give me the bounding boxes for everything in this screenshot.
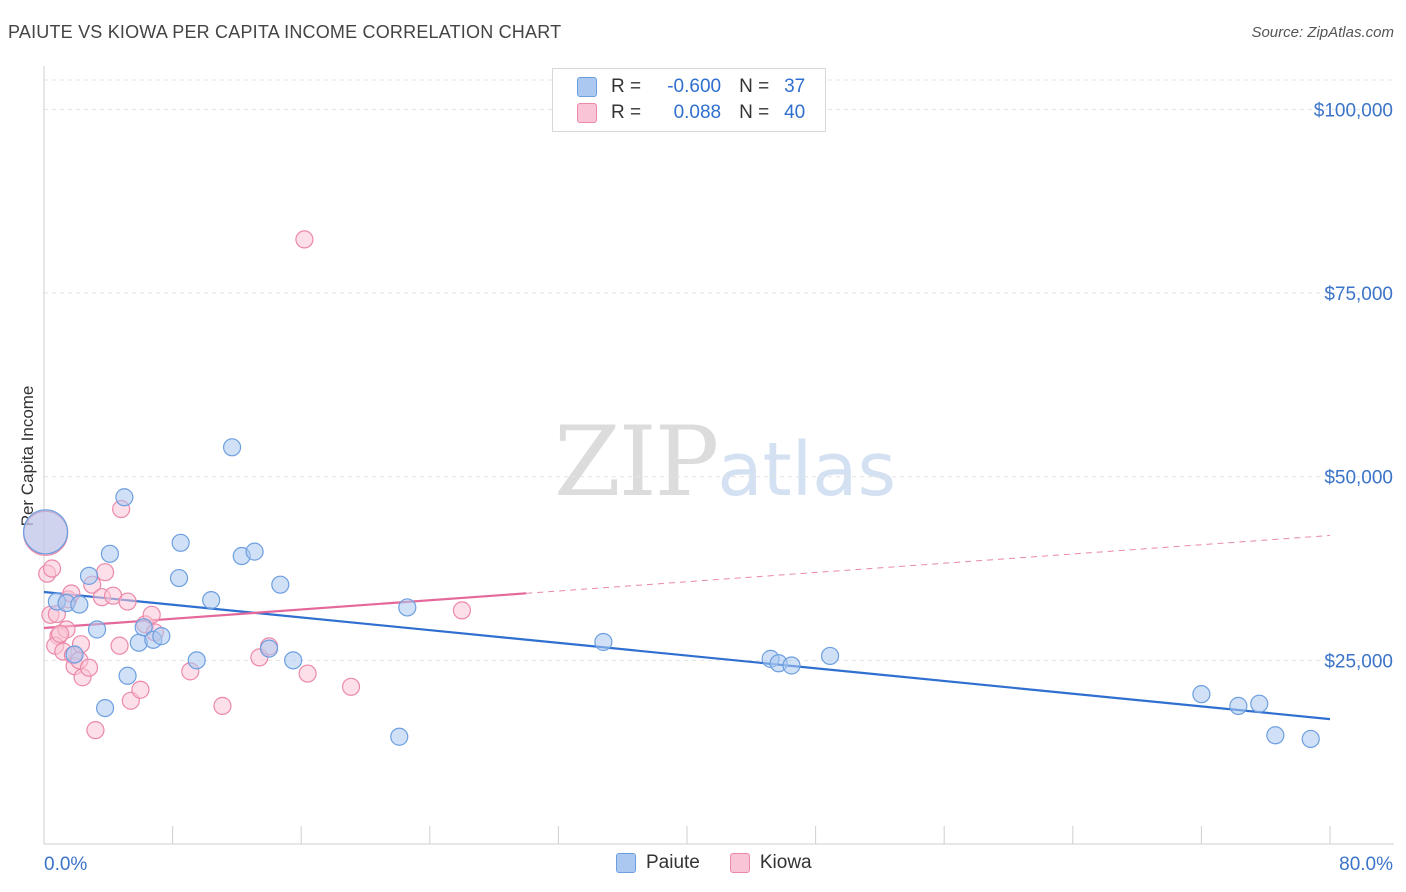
data-point-kiowa [131, 680, 150, 699]
data-point-paiute [70, 595, 89, 614]
y-tick-label: $50,000 [1324, 468, 1393, 489]
data-point-paiute [115, 488, 134, 507]
series-swatch-paiute [616, 853, 636, 873]
x-tick-label: 0.0% [44, 854, 87, 875]
data-point-kiowa [42, 559, 62, 578]
watermark-atlas: atlas [717, 427, 897, 513]
trend-line-paiute [43, 590, 1331, 721]
data-point-paiute [222, 438, 242, 457]
series-legend-paiute[interactable]: Paiute [616, 852, 700, 874]
legend-row-paiute: R = -0.600 N = 37 [577, 75, 805, 99]
legend-r-label: R = [611, 102, 642, 123]
series-legend-kiowa[interactable]: Kiowa [729, 852, 812, 874]
data-point-paiute [100, 544, 120, 563]
data-point-kiowa [110, 636, 129, 655]
legend-row-kiowa: R = 0.088 N = 40 [577, 101, 805, 125]
data-point-paiute [390, 727, 409, 746]
data-point-kiowa [452, 601, 472, 620]
source-credit: Source: ZipAtlas.com [1251, 24, 1394, 41]
y-tick-label: $100,000 [1314, 100, 1393, 121]
data-points [23, 230, 1320, 749]
data-point-paiute [171, 533, 190, 552]
grid-lines [44, 79, 1394, 661]
data-point-kiowa [86, 721, 105, 740]
data-point-kiowa [341, 677, 361, 696]
data-point-kiowa [213, 696, 232, 715]
legend-n-label: N = [739, 102, 770, 123]
data-point-kiowa [295, 230, 314, 249]
legend-r-label: R = [611, 76, 642, 97]
data-point-paiute [782, 656, 801, 675]
data-point-kiowa [50, 624, 70, 644]
watermark-zip: ZIP [554, 406, 719, 518]
data-point-paiute [152, 627, 171, 646]
y-tick-label: $75,000 [1324, 284, 1393, 305]
data-point-paiute [134, 618, 153, 637]
data-point-paiute [259, 639, 279, 658]
y-tick-label: $25,000 [1324, 651, 1393, 672]
correlation-legend: R = -0.600 N = 37 R = 0.088 N = 40 [552, 68, 826, 132]
x-tick-label: 80.0% [1339, 854, 1393, 875]
data-point-paiute [87, 620, 107, 639]
trend-line-kiowa [43, 592, 527, 630]
legend-n-value: 37 [784, 76, 806, 97]
watermark: ZIPatlas [554, 406, 896, 518]
data-point-paiute [1192, 685, 1211, 704]
data-point-paiute [187, 651, 206, 670]
legend-n-label: N = [739, 76, 770, 97]
data-point-kiowa [95, 563, 115, 582]
chart-title: PAIUTE VS KIOWA PER CAPITA INCOME CORREL… [8, 22, 562, 42]
trend-lines [43, 534, 1331, 721]
series-swatch-kiowa [729, 853, 750, 873]
data-point-paiute [95, 698, 115, 718]
tick-labels: $25,000 $50,000 $75,000 $100,000 0.0% 80.0% [44, 100, 1393, 875]
data-point-kiowa [79, 658, 99, 677]
data-point-paiute [1266, 726, 1285, 745]
trend-line-extension-kiowa [526, 534, 1331, 594]
legend-swatch-paiute [577, 77, 597, 97]
axes [43, 66, 1394, 845]
data-point-paiute [1301, 729, 1320, 749]
data-point-paiute [169, 568, 189, 588]
data-point-paiute [1229, 696, 1248, 715]
data-point-paiute [245, 542, 264, 561]
legend-r-value: 0.088 [673, 102, 722, 123]
data-point-kiowa [298, 664, 317, 683]
legend-r-value: -0.600 [667, 76, 722, 97]
data-point-paiute [594, 632, 613, 652]
data-point-paiute [1250, 694, 1269, 713]
data-point-paiute [271, 575, 290, 594]
legend-swatch-kiowa [577, 103, 597, 123]
series-label-kiowa: Kiowa [759, 852, 812, 873]
data-point-paiute [202, 591, 221, 610]
data-point-paiute [284, 651, 303, 670]
data-point-paiute [118, 666, 137, 685]
series-legend: Paiute Kiowa [616, 852, 842, 874]
data-point-paiute [398, 598, 417, 617]
data-point-paiute [23, 509, 69, 555]
data-point-kiowa [118, 592, 137, 611]
data-point-paiute [65, 645, 84, 664]
data-point-paiute [79, 566, 99, 585]
legend-n-value: 40 [784, 102, 806, 123]
series-label-paiute: Paiute [646, 852, 700, 873]
data-point-paiute [820, 646, 840, 666]
